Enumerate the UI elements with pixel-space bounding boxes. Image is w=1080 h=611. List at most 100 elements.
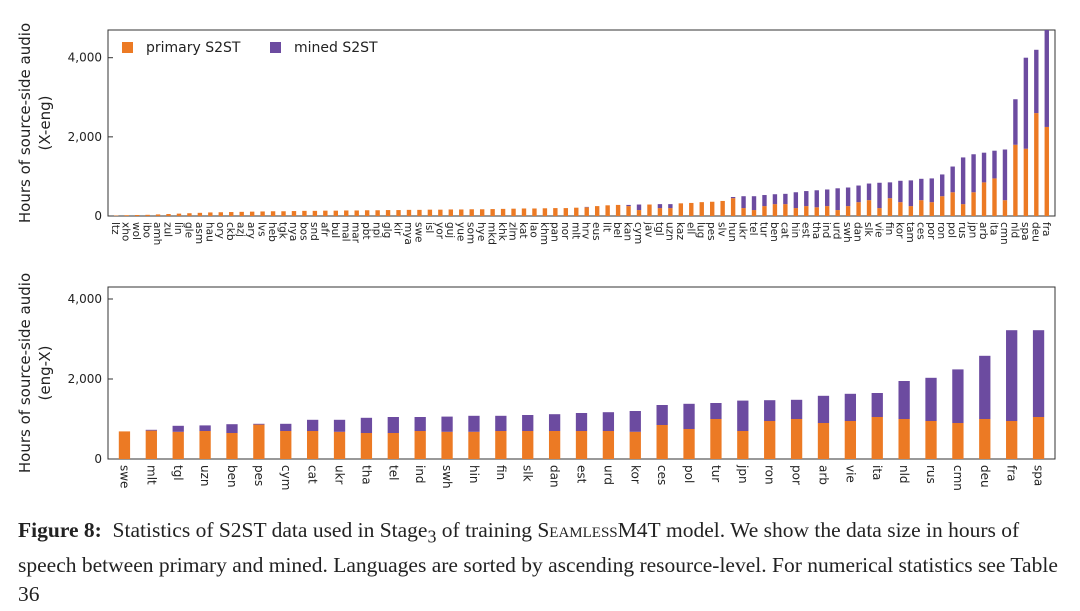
x-tick-label: mya [402,222,414,245]
bar-segment [741,208,746,216]
bar-segment [468,431,480,459]
bar-segment [375,210,380,216]
x-tick-label: cmn [951,465,965,491]
bar-segment [441,431,453,459]
bar-segment [898,180,903,203]
x-tick-label: mkd [486,222,498,245]
x-tick-label: uzn [198,465,212,487]
x-tick-label: hau [203,222,215,242]
x-tick-label: zul [162,222,174,237]
bar-segment [825,206,830,216]
x-tick-label: tel [747,222,759,236]
y-axis-label: Hours of source-side audio [16,273,34,473]
bar-segment [636,204,642,211]
bar-segment [187,213,192,216]
x-tick-label: som [465,222,477,244]
bar-segment [656,405,668,425]
bar-segment [521,208,527,216]
x-tick-label: hye [475,222,487,241]
bar-segment [919,178,924,201]
bar-segment [333,210,338,216]
x-tick-label: vie [843,465,857,483]
x-tick-label: ben [225,465,239,488]
x-tick-label: jav [642,221,654,238]
caption-text: Statistics of S2ST data used in Stage [112,518,428,542]
x-tick-label: ind [820,222,832,238]
x-tick-label: swh [841,222,853,243]
bar-segment [699,202,704,216]
bar-segment [710,403,722,419]
caption: Figure 8: Statistics of S2ST data used i… [18,516,1068,609]
x-tick-label: pes [252,465,266,486]
x-tick-label: afr [318,222,330,237]
x-tick-label: rus [956,222,968,238]
bar-segment [306,431,319,459]
bar-segment [919,200,924,216]
bar-segment [992,178,997,216]
bar-segment [468,415,480,432]
x-tick-label: ibo [141,222,153,238]
x-tick-label: fra [1040,222,1052,236]
x-tick-label: kor [893,222,905,239]
bar-segment [333,419,346,432]
x-tick-label: tel [386,465,400,480]
bar-segment [479,209,485,216]
bar-segment [291,211,297,216]
bar-segment [199,431,211,459]
caption-label: Figure 8: [18,518,102,542]
legend-label: mined S2ST [294,40,378,56]
x-tick-label: por [790,465,804,485]
bar-segment [866,183,872,201]
bar-segment [657,204,663,209]
x-tick-label: mar [350,222,362,244]
bar-segment [360,417,373,433]
legend-swatch [122,42,133,53]
bar-segment [636,210,642,216]
x-tick-label: npi [371,222,383,238]
bar-segment [548,431,561,459]
x-tick-label: lit [601,222,613,232]
bar-segment [427,209,433,216]
x-tick-label: fin [494,465,508,480]
x-tick-label: nld [897,465,911,484]
bar-segment [952,369,964,423]
x-tick-label: ary [245,222,257,239]
bar-segment [522,431,534,459]
x-tick-label: heb [266,222,278,242]
x-tick-label: tur [709,465,723,482]
bar-segment [280,431,292,459]
bar-segment [1023,148,1029,216]
bar-segment [898,202,903,216]
bar-segment [574,207,579,216]
x-tick-label: arb [977,222,989,240]
x-tick-label: khm [538,222,550,245]
bar-segment [971,154,976,193]
bar-segment [764,421,776,459]
bar-segment [741,196,746,209]
bar-segment [602,412,615,431]
bar-segment [981,152,987,183]
bar-segment [333,431,346,459]
bar-segment [118,431,131,459]
bar-segment [871,393,883,417]
bar-segment [417,209,422,216]
caption-sub: 3 [427,526,437,547]
bar-segment [720,200,725,216]
x-tick-label: kir [392,222,404,236]
x-tick-label: azj [235,222,247,237]
x-tick-label: bel [611,222,623,238]
bar-segment [155,214,161,216]
bar-segment [414,431,426,459]
bar-segment [657,208,663,216]
x-tick-label: swe [412,222,424,243]
x-tick-label: dan [852,222,864,242]
x-tick-label: jpn [736,464,750,484]
x-tick-label: khk [496,222,508,242]
bar-segment [979,419,991,459]
x-tick-label: ltz [109,222,121,235]
bar-segment [992,150,997,179]
x-tick-label: dan [548,465,562,488]
bar-segment [1032,417,1045,459]
bar-segment [542,208,548,216]
bar-segment [387,433,399,459]
